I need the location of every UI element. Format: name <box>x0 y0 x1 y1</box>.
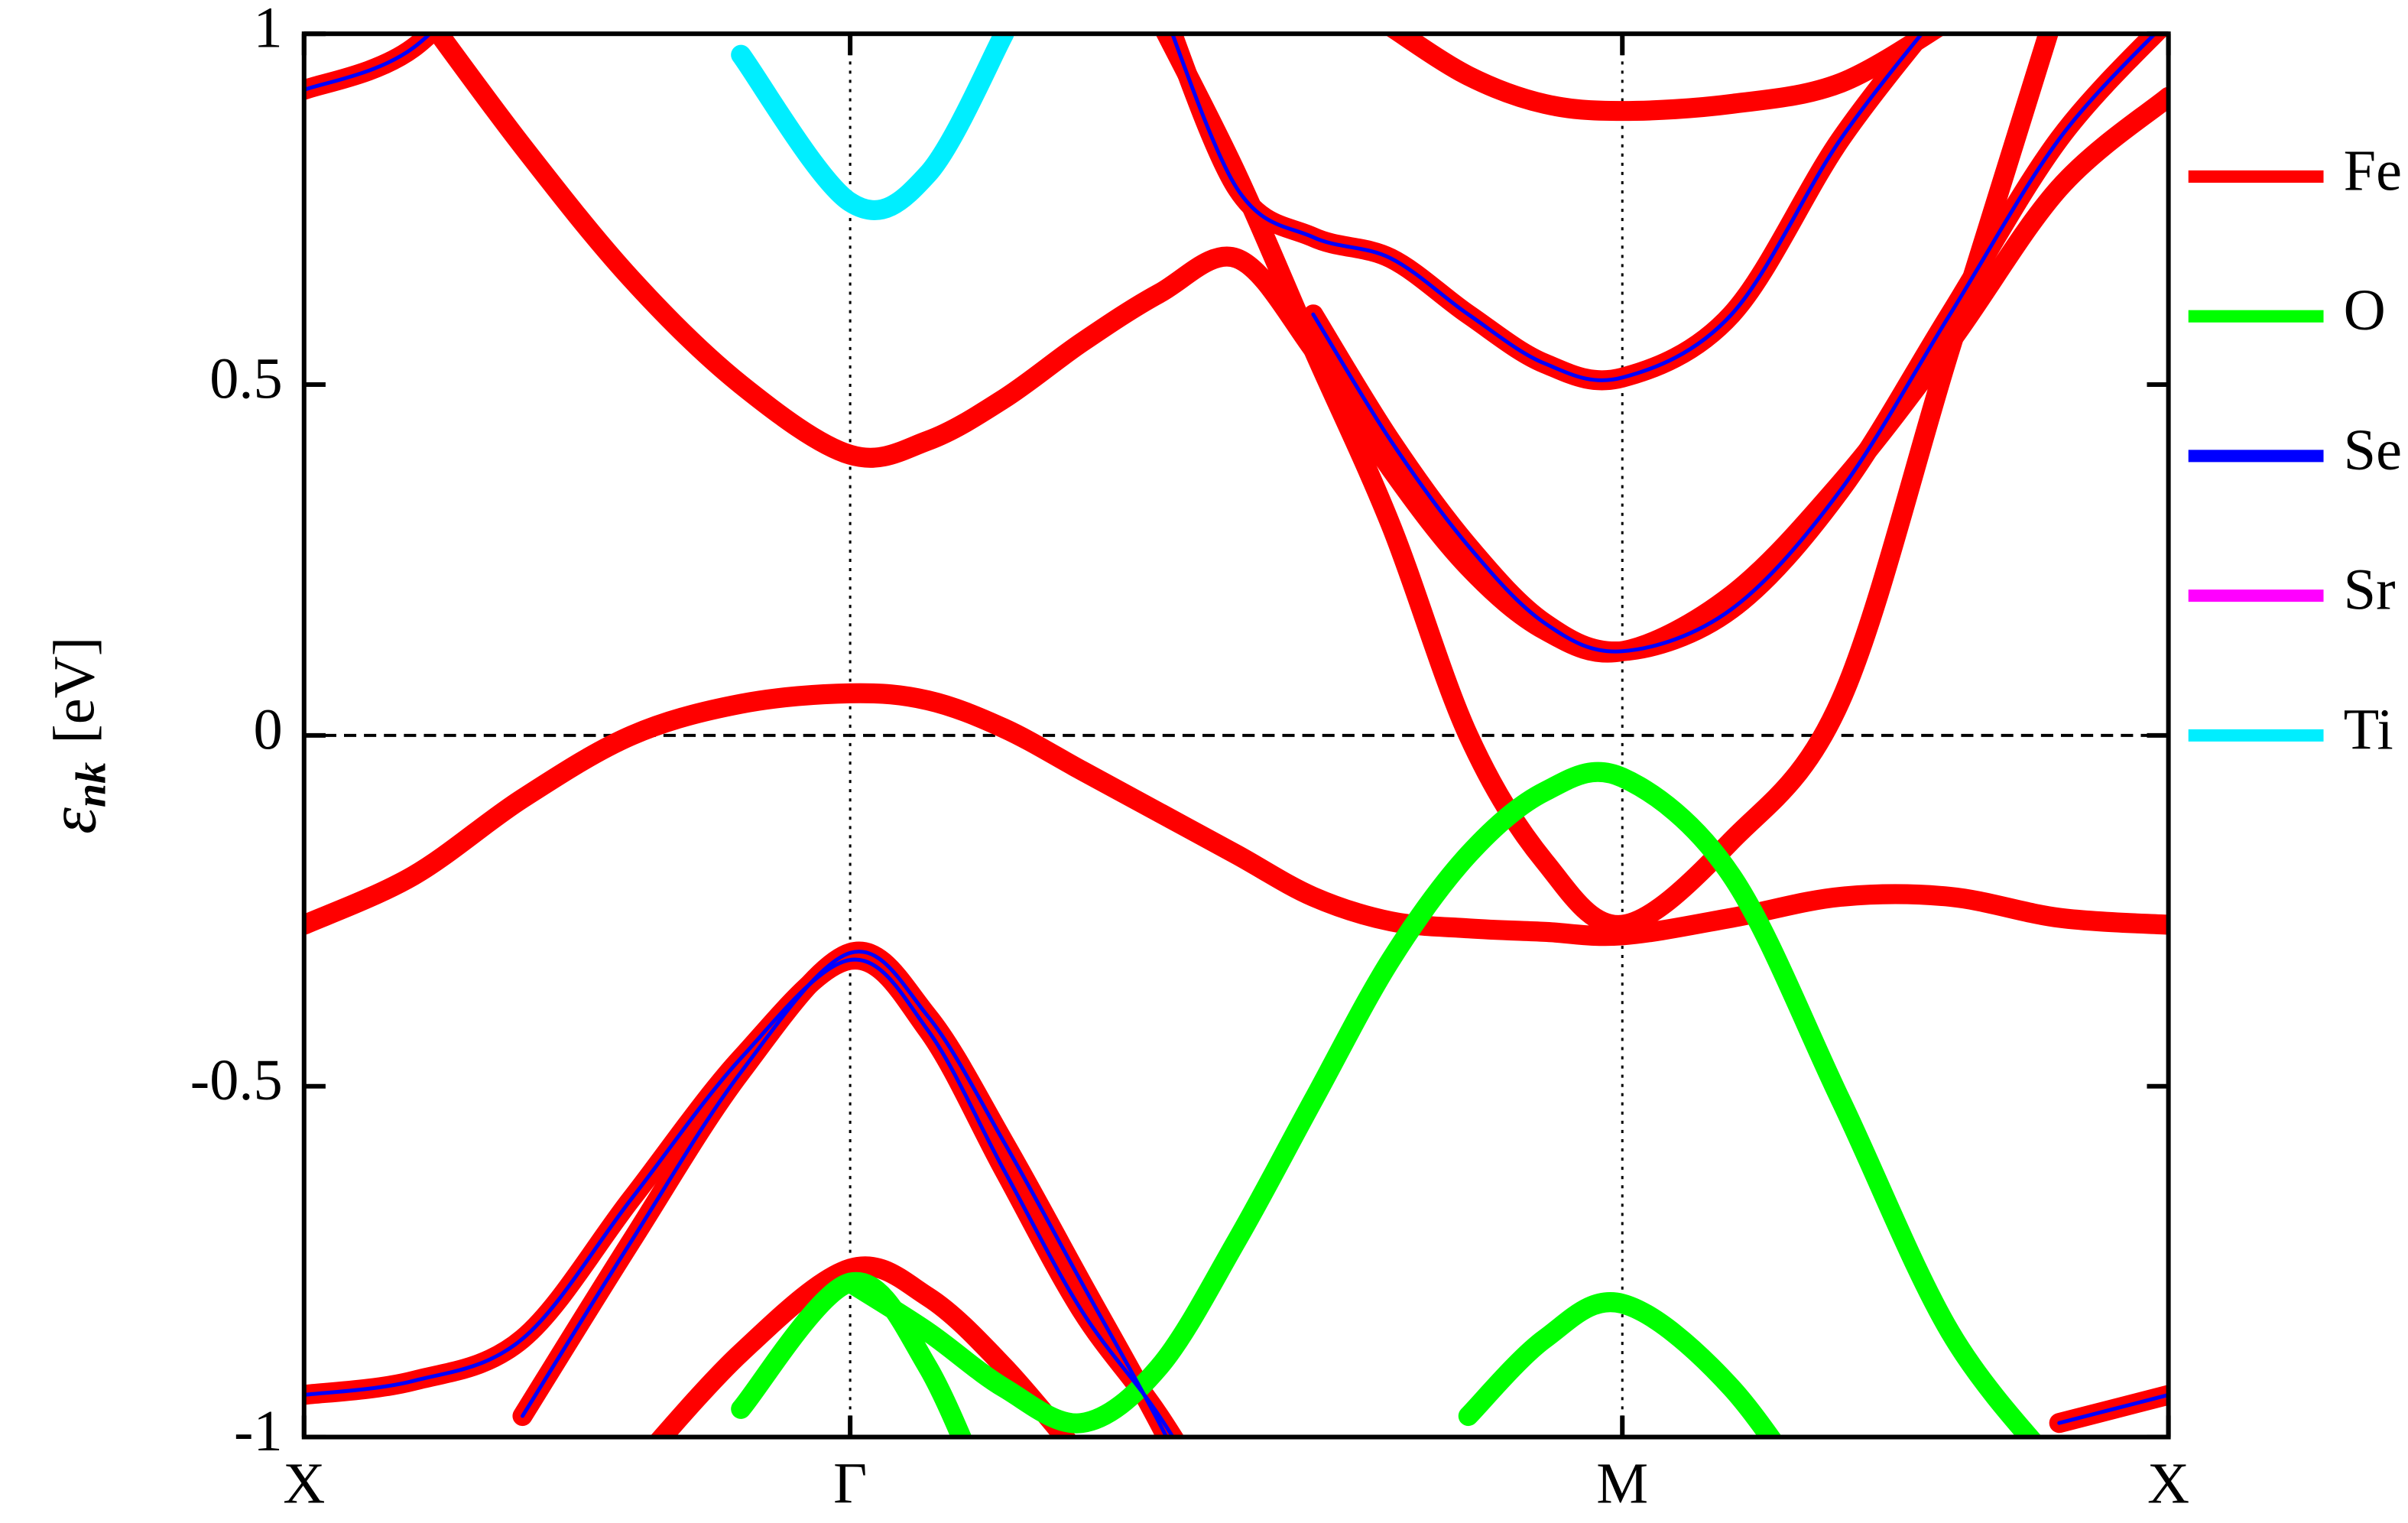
band-line <box>303 683 2169 947</box>
legend-label: Sr <box>2344 557 2396 622</box>
bands <box>303 34 2169 1437</box>
band-line <box>1170 34 1925 382</box>
band-line <box>303 34 445 100</box>
band-line <box>1311 34 2158 654</box>
y-tick-label: -0.5 <box>190 1047 283 1112</box>
y-axis-label: εnk [eV] <box>36 637 115 834</box>
y-label-subscript: nk <box>67 762 115 807</box>
band-line <box>649 1256 1078 1437</box>
band-line <box>1384 34 1946 122</box>
band-line <box>427 34 2169 663</box>
y-tick-label: 0 <box>253 697 282 762</box>
legend-label: Fe <box>2344 138 2402 203</box>
x-tick-label: Γ <box>833 1450 867 1515</box>
y-tick-label: 1 <box>253 0 282 60</box>
band-line <box>303 34 433 93</box>
legend-label: Ti <box>2344 697 2393 762</box>
y-tick-label: 0.5 <box>209 346 282 411</box>
x-tick-label: X <box>2147 1450 2189 1515</box>
band-line <box>2057 1392 2169 1425</box>
band-line <box>1458 1292 1783 1437</box>
legend: Fe O Se Sr Ti <box>2188 138 2402 762</box>
x-tick-label: X <box>283 1450 325 1515</box>
band-line <box>840 762 2043 1437</box>
axes: -1 -0.5 0 0.5 1 X Γ M X <box>190 0 2189 1515</box>
x-tick-label: M <box>1596 1450 1648 1515</box>
band-line <box>1155 34 2059 935</box>
band-line <box>303 957 1176 1437</box>
band-line <box>731 1271 972 1437</box>
y-label-unit: [eV] <box>41 637 106 744</box>
band-line <box>1161 34 1935 391</box>
band-line <box>731 34 1014 220</box>
legend-label: O <box>2344 278 2386 343</box>
band-line <box>1303 34 2169 662</box>
legend-label: Se <box>2344 417 2402 482</box>
y-tick-label: -1 <box>234 1398 283 1463</box>
y-label-symbol: ε <box>36 807 111 834</box>
